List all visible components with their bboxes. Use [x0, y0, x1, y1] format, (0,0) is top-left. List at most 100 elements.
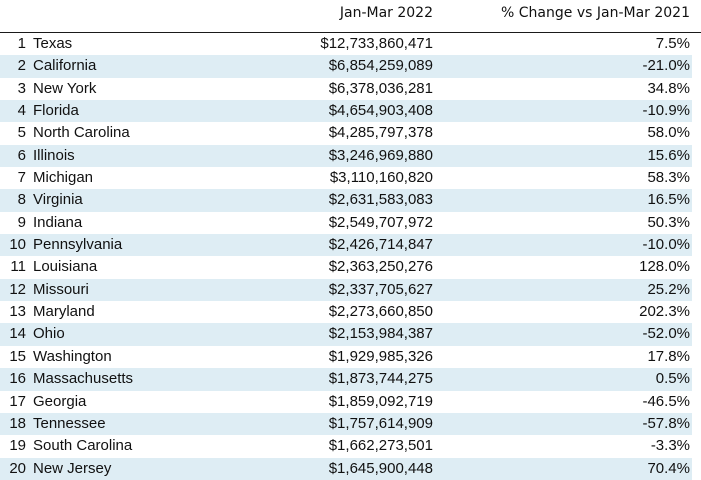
table-row: 6 Illinois $3,246,969,880 15.6% [0, 144, 692, 168]
row-state: California [33, 57, 97, 75]
row-state: North Carolina [33, 124, 130, 142]
row-state: Virginia [33, 191, 83, 209]
row-rank: 19 [9, 437, 26, 455]
row-rank: 14 [9, 325, 26, 343]
table-row: 3 New York $6,378,036,281 34.8% [0, 78, 692, 100]
row-change: 58.0% [647, 124, 690, 142]
row-change: 15.6% [647, 146, 690, 164]
row-value: $12,733,860,471 [320, 35, 433, 52]
row-state: Indiana [33, 213, 83, 231]
table-row: 16 Massachusetts $1,873,744,275 0.5% [0, 368, 692, 391]
row-value: $1,645,900,448 [328, 459, 433, 477]
row-rank: 17 [9, 392, 26, 410]
row-rank: 3 [17, 79, 26, 97]
table-row: 18 Tennessee $1,757,614,909 -57.8% [0, 412, 692, 436]
row-change: -52.0% [642, 325, 690, 343]
row-rank: 2 [17, 57, 26, 75]
table-row: 14 Ohio $2,153,984,387 -52.0% [0, 323, 692, 346]
table-row: 1 Texas $12,733,860,471 7.5% [0, 33, 692, 55]
row-value: $2,337,705,627 [328, 280, 433, 298]
row-value: $3,110,160,820 [329, 169, 433, 187]
row-change: 70.4% [647, 459, 690, 477]
table-body: 1 Texas $12,733,860,471 7.5% 2 California $6,8… [0, 33, 701, 480]
row-rank: 12 [9, 280, 26, 298]
row-value: $2,153,984,387 [328, 325, 433, 343]
row-state: Texas [33, 35, 73, 52]
table-row: 12 Missouri $2,337,705,627 25.2% [0, 278, 692, 302]
row-state: Louisiana [33, 258, 98, 276]
row-rank: 5 [17, 124, 26, 142]
row-value: $4,654,903,408 [328, 102, 433, 120]
row-change: -57.8% [642, 414, 690, 432]
table-row: 13 Maryland $2,273,660,850 202.3% [0, 301, 692, 323]
table-row: 4 Florida $4,654,903,408 -10.9% [0, 100, 692, 123]
row-rank: 8 [17, 191, 26, 209]
table-row: 10 Pennsylvania $2,426,714,847 -10.0% [0, 234, 692, 257]
row-state: Ohio [33, 325, 65, 343]
row-value: $1,859,092,719 [328, 392, 433, 410]
table-header: Jan-Mar 2022 % Change vs Jan-Mar 2021 [0, 0, 701, 33]
row-rank: 13 [9, 303, 26, 321]
row-state: Maryland [33, 303, 95, 321]
row-rank: 18 [9, 414, 26, 432]
table-row: 2 California $6,854,259,089 -21.0% [0, 55, 692, 78]
row-state: Florida [33, 102, 79, 120]
table-row: 8 Virginia $2,631,583,083 16.5% [0, 189, 692, 212]
row-value: $6,854,259,089 [328, 57, 433, 75]
row-value: $2,273,660,850 [328, 303, 433, 321]
row-value: $6,378,036,281 [328, 79, 433, 97]
row-value: $1,757,614,909 [328, 414, 433, 432]
row-change: 50.3% [647, 213, 690, 231]
row-rank: 11 [10, 258, 26, 276]
row-state: New York [33, 79, 97, 97]
row-rank: 1 [17, 35, 26, 52]
row-rank: 16 [9, 370, 26, 388]
row-value: $2,549,707,972 [328, 213, 433, 231]
row-value: $1,873,744,275 [328, 370, 433, 388]
row-rank: 10 [9, 236, 26, 254]
table-row: 20 New Jersey $1,645,900,448 70.4% [0, 457, 692, 480]
row-state: Massachusetts [33, 370, 134, 388]
row-value: $2,426,714,847 [328, 236, 433, 254]
column-header-value: Jan-Mar 2022 [339, 5, 433, 21]
row-change: 128.0% [639, 258, 690, 276]
table-row: 15 Washington $1,929,985,326 17.8% [0, 346, 692, 368]
row-change: 202.3% [639, 303, 690, 321]
row-state: Michigan [33, 169, 94, 187]
row-change: 25.2% [647, 280, 690, 298]
row-state: Illinois [33, 146, 75, 164]
row-change: 58.3% [647, 169, 690, 187]
row-rank: 20 [9, 459, 26, 477]
row-rank: 9 [17, 213, 26, 231]
table-row: 11 Louisiana $2,363,250,276 128.0% [0, 256, 692, 278]
row-value: $2,363,250,276 [328, 258, 433, 276]
row-rank: 4 [17, 102, 26, 120]
row-state: Tennessee [33, 414, 106, 432]
row-rank: 15 [9, 347, 26, 365]
row-state: South Carolina [33, 437, 133, 455]
row-change: -21.0% [642, 57, 690, 75]
row-value: $3,246,969,880 [328, 146, 433, 164]
row-state: Missouri [33, 280, 89, 298]
row-state: Georgia [33, 392, 87, 410]
row-value: $1,929,985,326 [328, 347, 433, 365]
row-change: -10.0% [642, 236, 690, 254]
row-value: $2,631,583,083 [328, 191, 433, 209]
row-change: -46.5% [642, 392, 690, 410]
row-change: 16.5% [647, 191, 690, 209]
table-row: 5 North Carolina $4,285,797,378 58.0% [0, 122, 692, 144]
table-row: 9 Indiana $2,549,707,972 50.3% [0, 212, 692, 234]
column-header-change: % Change vs Jan-Mar 2021 [501, 5, 690, 21]
row-change: -10.9% [642, 102, 690, 120]
row-value: $1,662,273,501 [328, 437, 433, 455]
row-change: 17.8% [647, 347, 690, 365]
table-row: 17 Georgia $1,859,092,719 -46.5% [0, 391, 692, 413]
row-change: 34.8% [647, 79, 690, 97]
row-state: Washington [33, 347, 112, 365]
row-change: -3.3% [650, 437, 690, 455]
row-change: 7.5% [655, 35, 690, 52]
row-rank: 7 [17, 169, 26, 187]
row-state: Pennsylvania [33, 236, 123, 254]
table-row: 7 Michigan $3,110,160,820 58.3% [0, 167, 692, 189]
